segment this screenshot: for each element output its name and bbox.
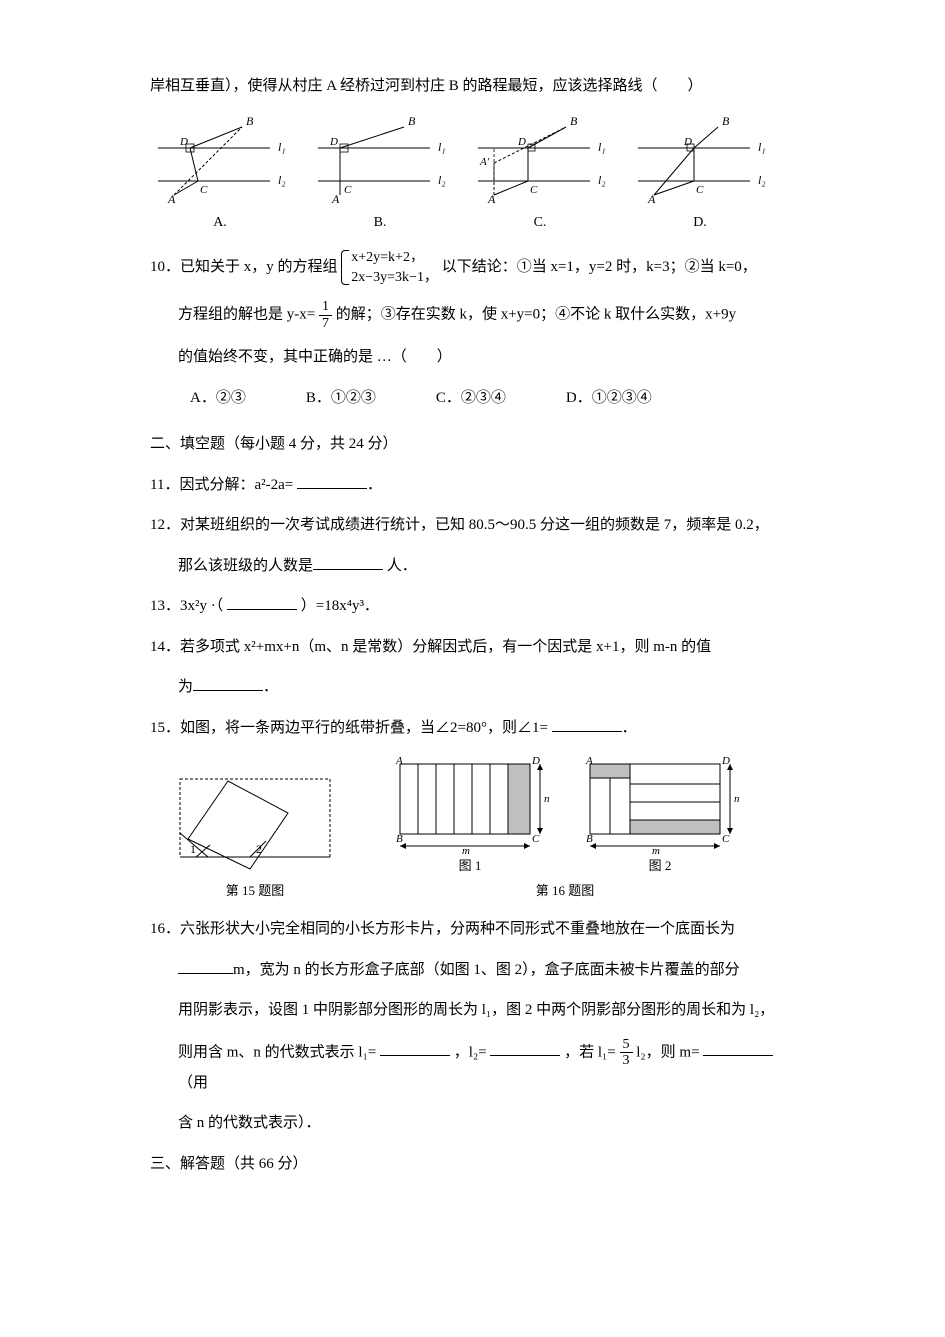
blank-q16-l1[interactable] [380,1040,450,1056]
svg-text:A: A [487,192,496,206]
svg-text:l₂: l₂ [598,173,606,187]
q16-fraction: 53 [620,1037,633,1069]
q9-fig-a: l₁ l₂ A B D C A. [150,113,290,237]
svg-text:l₂: l₂ [758,173,766,187]
q9-tail: 岸相互垂直），使得从村庄 A 经桥过河到村庄 B 的路程最短，应该选择路线（ ） [150,72,805,101]
q11: 11．因式分解：a²-2a= ． [150,471,805,500]
section-3-heading: 三、解答题（共 66 分） [150,1150,805,1179]
q14-line2: 为． [150,673,805,702]
svg-text:m: m [462,845,470,854]
svg-text:B: B [570,114,578,128]
blank-q11[interactable] [297,473,367,489]
blank-q13[interactable] [227,594,297,610]
q10-options: A．②③ B．①②③ C．②③④ D．①②③④ [150,384,805,413]
l2-label: l₂ [278,173,286,187]
svg-text:l₁: l₁ [438,140,446,154]
fig-16: A B C D m n 图 1 [390,754,740,903]
q9-opt-b-label: B. [310,210,450,237]
svg-text:n: n [734,793,740,805]
l1-label: l₁ [278,140,286,154]
svg-text:B: B [246,114,254,128]
fig-15-16-row: 1 2 第 15 题图 [170,754,805,903]
q10-line3: 的值始终不变，其中正确的是 …（ ） [150,343,805,372]
svg-text:A: A [585,755,593,767]
fig16-caption: 第 16 题图 [390,879,740,904]
svg-text:2: 2 [256,842,262,856]
q16-line1: 16．六张形状大小完全相同的小长方形卡片，分两种不同形式不重叠地放在一个底面长为 [150,915,805,944]
svg-text:D: D [329,136,338,148]
fig-15: 1 2 第 15 题图 [170,769,340,904]
q10-line2: 方程组的解也是 y-x= 17 的解；③存在实数 k，使 x+y=0；④不论 k… [150,299,805,331]
blank-q16-m[interactable] [178,958,233,974]
q10-text-b: 以下结论：①当 x=1，y=2 时，k=3；②当 k=0， [442,259,757,275]
q14-line1: 14．若多项式 x²+mx+n（m、n 是常数）分解因式后，有一个因式是 x+1… [150,633,805,662]
svg-text:D: D [517,136,526,148]
svg-text:A': A' [479,156,490,168]
svg-text:C: C [344,184,352,196]
svg-text:C: C [696,184,704,196]
q12-line2: 那么该班级的人数是 人． [150,552,805,581]
svg-text:n: n [544,793,550,805]
q16-line4: 则用含 m、n 的代数式表示 l₁= ，l₂= ，若 l₁= 53 l₂，则 m… [150,1037,805,1097]
blank-q12[interactable] [313,554,383,570]
fig15-caption: 第 15 题图 [170,879,340,904]
svg-text:D: D [531,755,540,767]
fig16-sub1: 图 1 [390,854,550,879]
q16-line2: m，宽为 n 的长方形盒子底部（如图 1、图 2），盒子底面未被卡片覆盖的部分 [150,956,805,985]
q10-text-a: 10．已知关于 x，y 的方程组 [150,259,341,275]
q9-fig-b: l₁ l₂ A B D C B. [310,113,450,237]
svg-text:A: A [331,192,340,206]
q9-figure-row: l₁ l₂ A B D C A. l₁ l₂ A B [150,113,805,237]
q16-line5: 含 n 的代数式表示）． [150,1109,805,1138]
q10-text-c2: 的解；③存在实数 k，使 x+y=0；④不论 k 取什么实数，x+9y [336,307,736,323]
q10-opt-c: C．②③④ [436,384,506,413]
svg-text:B: B [586,833,593,845]
q10-fraction: 17 [319,299,332,331]
blank-q16-l2[interactable] [490,1040,560,1056]
svg-text:m: m [652,845,660,854]
svg-text:B: B [408,114,416,128]
q10-sys-row1: x+2y=k+2， [351,248,438,268]
svg-text:l₂: l₂ [438,173,446,187]
svg-text:l₁: l₁ [598,140,606,154]
q9-opt-a-label: A. [150,210,290,237]
blank-q15[interactable] [552,716,622,732]
svg-text:B: B [722,114,730,128]
q15: 15．如图，将一条两边平行的纸带折叠，当∠2=80°，则∠1= ． [150,714,805,743]
section-2-heading: 二、填空题（每小题 4 分，共 24 分） [150,430,805,459]
q12-line1: 12．对某班组织的一次考试成绩进行统计，已知 80.5～90.5 分这一组的频数… [150,511,805,540]
q9-fig-d: l₁ l₂ A B D C D. [630,113,770,237]
svg-text:C: C [532,833,540,845]
svg-text:C: C [200,184,208,196]
q10-system: x+2y=k+2， 2x−3y=3k−1， [341,248,438,287]
q10-opt-d: D．①②③④ [566,384,652,413]
q9-opt-c-label: C. [470,210,610,237]
blank-q16-m2[interactable] [703,1040,773,1056]
svg-text:C: C [722,833,730,845]
svg-text:C: C [530,184,538,196]
q10-sys-row2: 2x−3y=3k−1， [351,268,438,288]
svg-text:A: A [395,755,403,767]
blank-q14[interactable] [193,675,263,691]
q9-opt-d-label: D. [630,210,770,237]
fig16-sub2: 图 2 [580,854,740,879]
q16-line3: 用阴影表示，设图 1 中阴影部分图形的周长为 l₁，图 2 中两个阴影部分图形的… [150,996,805,1025]
q10-opt-b: B．①②③ [306,384,376,413]
svg-text:D: D [179,136,188,148]
q10-opt-a: A．②③ [190,384,246,413]
q10-text-c1: 方程组的解也是 y-x= [178,307,319,323]
svg-text:D: D [721,755,730,767]
q13: 13．3x²y ·（ ）=18x⁴y³． [150,592,805,621]
svg-text:D: D [683,136,692,148]
svg-text:B: B [396,833,403,845]
q9-fig-c: l₁ l₂ A B A' D C C. [470,113,610,237]
q10-line1: 10．已知关于 x，y 的方程组 x+2y=k+2， 2x−3y=3k−1， 以… [150,248,805,287]
svg-text:l₁: l₁ [758,140,766,154]
